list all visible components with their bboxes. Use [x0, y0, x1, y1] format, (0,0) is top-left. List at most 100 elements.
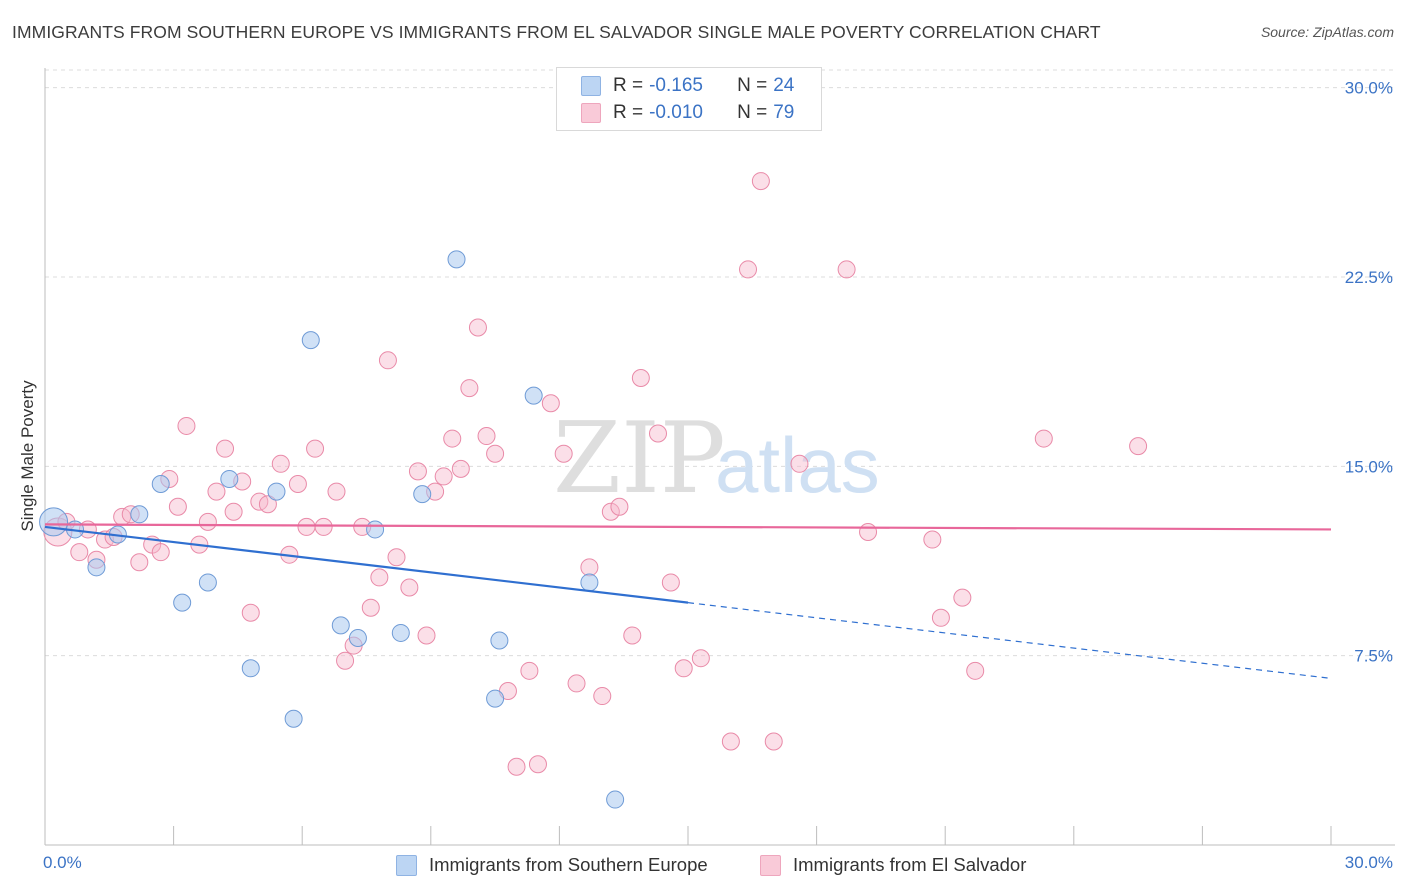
y-tick-label: 15.0% [1345, 457, 1393, 476]
point-el-salvador [1034, 429, 1053, 448]
point-el-salvador [400, 578, 419, 597]
point-el-salvador [528, 755, 547, 774]
trend-line-southern-europe-projection [687, 602, 1332, 679]
point-el-salvador [70, 543, 89, 562]
x-tick-label: 30.0% [1345, 853, 1393, 872]
legend-r-value: -0.010 [649, 102, 703, 123]
stats-legend: R = -0.165 N = 24 R = -0.010 N = 79 [556, 67, 822, 131]
point-southern-europe [220, 469, 239, 488]
point-el-salvador [451, 459, 470, 478]
legend-item-el-salvador: Immigrants from El Salvador [760, 851, 1026, 879]
y-axis-label: Single Male Poverty [18, 380, 37, 532]
x-tick-label: 0.0% [43, 853, 82, 872]
point-el-salvador [434, 467, 453, 486]
point-el-salvador [336, 651, 355, 670]
point-el-salvador [567, 674, 586, 693]
axis-labels: 7.5% 15.0% 22.5% 30.0% 0.0% 30.0% [43, 79, 1393, 872]
point-el-salvador [601, 502, 620, 521]
point-el-salvador [168, 497, 187, 516]
point-el-salvador [648, 424, 667, 443]
point-el-salvador [739, 260, 758, 279]
point-el-salvador [674, 659, 693, 678]
legend-r-value: -0.165 [649, 75, 703, 96]
point-el-salvador [631, 368, 650, 387]
point-southern-europe [366, 520, 385, 539]
legend-swatch-blue [581, 76, 601, 96]
point-el-salvador [468, 318, 487, 337]
point-el-salvador [177, 416, 196, 435]
point-el-salvador [931, 608, 950, 627]
point-el-salvador [460, 379, 479, 398]
y-tick-label: 7.5% [1354, 647, 1393, 666]
point-el-salvador [554, 444, 573, 463]
data-points [39, 172, 1148, 809]
point-southern-europe [413, 485, 432, 504]
point-el-salvador [580, 558, 599, 577]
legend-n-label: N = [737, 102, 768, 123]
legend-r-label: R = [613, 75, 644, 96]
legend-row-southern-europe: R = -0.165 N = 24 [581, 73, 794, 99]
point-el-salvador [297, 517, 316, 536]
point-el-salvador [541, 394, 560, 413]
watermark-zip: ZIP [553, 402, 726, 516]
y-tick-label: 30.0% [1345, 79, 1393, 98]
legend-swatch-blue [396, 854, 417, 876]
y-tick-label: 22.5% [1345, 268, 1393, 287]
point-southern-europe [151, 475, 170, 494]
point-el-salvador [387, 548, 406, 567]
legend-n-value: 24 [773, 75, 795, 96]
point-el-salvador [790, 454, 809, 473]
point-southern-europe [348, 628, 367, 647]
point-el-salvador [593, 687, 612, 706]
point-southern-europe [486, 689, 505, 708]
point-el-salvador [691, 649, 710, 668]
point-southern-europe [606, 790, 625, 809]
point-el-salvador [198, 512, 217, 531]
point-el-salvador [408, 462, 427, 481]
legend-item-southern-europe: Immigrants from Southern Europe [396, 851, 708, 879]
legend-label: Immigrants from El Salvador [793, 854, 1027, 875]
point-el-salvador [837, 260, 856, 279]
point-el-salvador [130, 553, 149, 572]
point-southern-europe [284, 709, 303, 728]
point-southern-europe [241, 659, 260, 678]
point-el-salvador [751, 172, 770, 191]
point-southern-europe [130, 505, 149, 524]
chart-source: Source: ZipAtlas.com [1260, 24, 1394, 40]
point-el-salvador [216, 439, 235, 458]
point-southern-europe [39, 507, 69, 537]
point-el-salvador [314, 517, 333, 536]
point-el-salvador [520, 661, 539, 680]
point-el-salvador [378, 351, 397, 370]
point-el-salvador [224, 502, 243, 521]
point-el-salvador [370, 568, 389, 587]
point-el-salvador [764, 732, 783, 751]
watermark-atlas: atlas [715, 421, 880, 509]
point-southern-europe [267, 482, 286, 501]
point-el-salvador [966, 661, 985, 680]
point-el-salvador [306, 439, 325, 458]
point-southern-europe [580, 573, 599, 592]
point-el-salvador [1129, 437, 1148, 456]
point-el-salvador [151, 543, 170, 562]
legend-swatch-pink [760, 854, 781, 876]
point-el-salvador [721, 732, 740, 751]
point-southern-europe [198, 573, 217, 592]
point-southern-europe [490, 631, 509, 650]
point-southern-europe [524, 386, 543, 405]
point-el-salvador [477, 427, 496, 446]
point-el-salvador [271, 454, 290, 473]
trend-lines [44, 523, 1332, 679]
legend-label: Immigrants from Southern Europe [429, 854, 708, 875]
point-el-salvador [361, 598, 380, 617]
legend-swatch-pink [581, 103, 601, 123]
point-el-salvador [207, 482, 226, 501]
point-southern-europe [447, 250, 466, 269]
trend-line-southern-europe [44, 525, 689, 604]
point-el-salvador [417, 626, 436, 645]
series-legend: Immigrants from Southern Europe Immigran… [0, 851, 1406, 879]
point-el-salvador [327, 482, 346, 501]
point-el-salvador [288, 475, 307, 494]
point-southern-europe [301, 331, 320, 350]
